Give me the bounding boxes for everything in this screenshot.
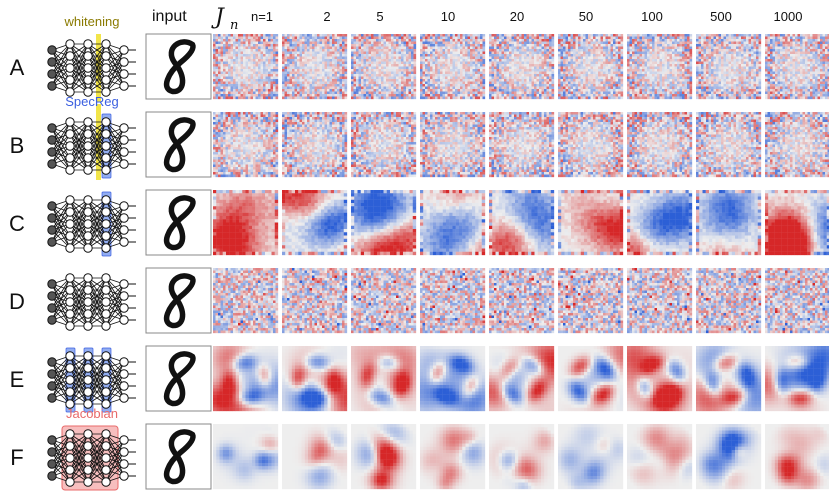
jacobian-map bbox=[558, 34, 623, 99]
input-digit-image bbox=[146, 190, 211, 255]
jacobian-map bbox=[627, 112, 692, 177]
jacobian-map bbox=[351, 268, 416, 333]
input-digit-image bbox=[146, 346, 211, 411]
row-E: E bbox=[10, 346, 829, 412]
network-label: SpecReg bbox=[65, 94, 118, 109]
jacobian-map bbox=[282, 190, 347, 255]
jacobian-map bbox=[420, 34, 485, 99]
jacobian-map bbox=[558, 112, 623, 177]
jacobian-map bbox=[420, 190, 485, 255]
jacobian-map bbox=[558, 424, 623, 489]
input-digit-image bbox=[146, 34, 211, 99]
jacobian-map bbox=[213, 190, 278, 255]
column-header-6: 100 bbox=[641, 9, 663, 24]
jacobian-map bbox=[351, 34, 416, 99]
jacobian-map bbox=[351, 424, 416, 489]
jacobian-map bbox=[765, 268, 829, 333]
jacobian-map bbox=[558, 268, 623, 333]
jacobian-map bbox=[351, 190, 416, 255]
input-digit-image bbox=[146, 112, 211, 177]
network-label: Jacobian bbox=[66, 406, 118, 421]
network-label: whitening bbox=[64, 14, 120, 29]
jacobian-map bbox=[558, 190, 623, 255]
input-digit-image bbox=[146, 424, 211, 489]
jacobian-map bbox=[213, 112, 278, 177]
jacobian-map bbox=[765, 424, 829, 489]
jacobian-map bbox=[489, 34, 554, 99]
row-label: A bbox=[10, 55, 25, 80]
jacobian-map bbox=[627, 268, 692, 333]
iteration-column-headers: n=1 2 5 10 20 50 100 500 1000 bbox=[251, 9, 802, 24]
column-header-2: 5 bbox=[376, 9, 383, 24]
jacobian-map bbox=[282, 268, 347, 333]
jacobian-map bbox=[282, 424, 347, 489]
jacobian-map bbox=[489, 424, 554, 489]
row-label: D bbox=[9, 289, 25, 314]
column-header-5: 50 bbox=[579, 9, 593, 24]
row-label: B bbox=[10, 133, 25, 158]
column-header-0: n=1 bbox=[251, 9, 273, 24]
jn-symbol: J bbox=[211, 5, 225, 30]
jacobian-map bbox=[420, 346, 485, 411]
row-label: C bbox=[9, 211, 25, 236]
header: input J n bbox=[152, 5, 238, 33]
jacobian-map bbox=[420, 424, 485, 489]
jacobian-map bbox=[420, 112, 485, 177]
jacobian-map bbox=[765, 190, 829, 255]
jacobian-map bbox=[627, 346, 692, 411]
jacobian-map bbox=[213, 34, 278, 99]
jacobian-map bbox=[489, 268, 554, 333]
jacobian-map bbox=[765, 112, 829, 177]
jacobian-map bbox=[627, 34, 692, 99]
jacobian-map bbox=[282, 346, 347, 411]
jacobian-map bbox=[765, 34, 829, 99]
network-diagram bbox=[48, 192, 136, 256]
jacobian-map bbox=[213, 424, 278, 489]
row-D: D bbox=[9, 268, 829, 333]
column-header-8: 1000 bbox=[774, 9, 803, 24]
jacobian-map bbox=[282, 34, 347, 99]
jacobian-map bbox=[696, 190, 761, 255]
network-diagram bbox=[48, 274, 136, 330]
jacobian-map bbox=[213, 346, 278, 411]
jacobian-map bbox=[627, 424, 692, 489]
row-C: C bbox=[9, 190, 829, 256]
column-header-7: 500 bbox=[710, 9, 732, 24]
jacobian-map bbox=[627, 190, 692, 255]
jacobian-map bbox=[696, 34, 761, 99]
network-diagram bbox=[48, 348, 136, 412]
jacobian-map bbox=[489, 346, 554, 411]
column-header-3: 10 bbox=[441, 9, 455, 24]
column-header-1: 2 bbox=[323, 9, 330, 24]
row-B: B SpecReg bbox=[10, 94, 829, 180]
row-F: F Jacobian bbox=[10, 406, 829, 490]
jacobian-map bbox=[420, 268, 485, 333]
row-label: F bbox=[10, 445, 23, 470]
network-diagram: Jacobian bbox=[48, 406, 136, 490]
jacobian-map bbox=[489, 112, 554, 177]
input-digit-image bbox=[146, 268, 211, 333]
column-header-4: 20 bbox=[510, 9, 524, 24]
jacobian-map bbox=[213, 268, 278, 333]
jacobian-map bbox=[765, 346, 829, 411]
jacobian-map bbox=[696, 112, 761, 177]
jacobian-map bbox=[696, 424, 761, 489]
jacobian-map bbox=[696, 346, 761, 411]
jn-subscript: n bbox=[230, 18, 238, 33]
row-label: E bbox=[10, 367, 25, 392]
jacobian-map bbox=[489, 190, 554, 255]
input-column-header: input bbox=[152, 8, 187, 25]
jacobian-map bbox=[282, 112, 347, 177]
network-diagram: whitening bbox=[48, 14, 136, 102]
network-diagram: SpecReg bbox=[48, 94, 136, 180]
jacobian-map bbox=[558, 346, 623, 411]
jacobian-map bbox=[351, 112, 416, 177]
jacobian-map bbox=[696, 268, 761, 333]
jacobian-map bbox=[351, 346, 416, 411]
